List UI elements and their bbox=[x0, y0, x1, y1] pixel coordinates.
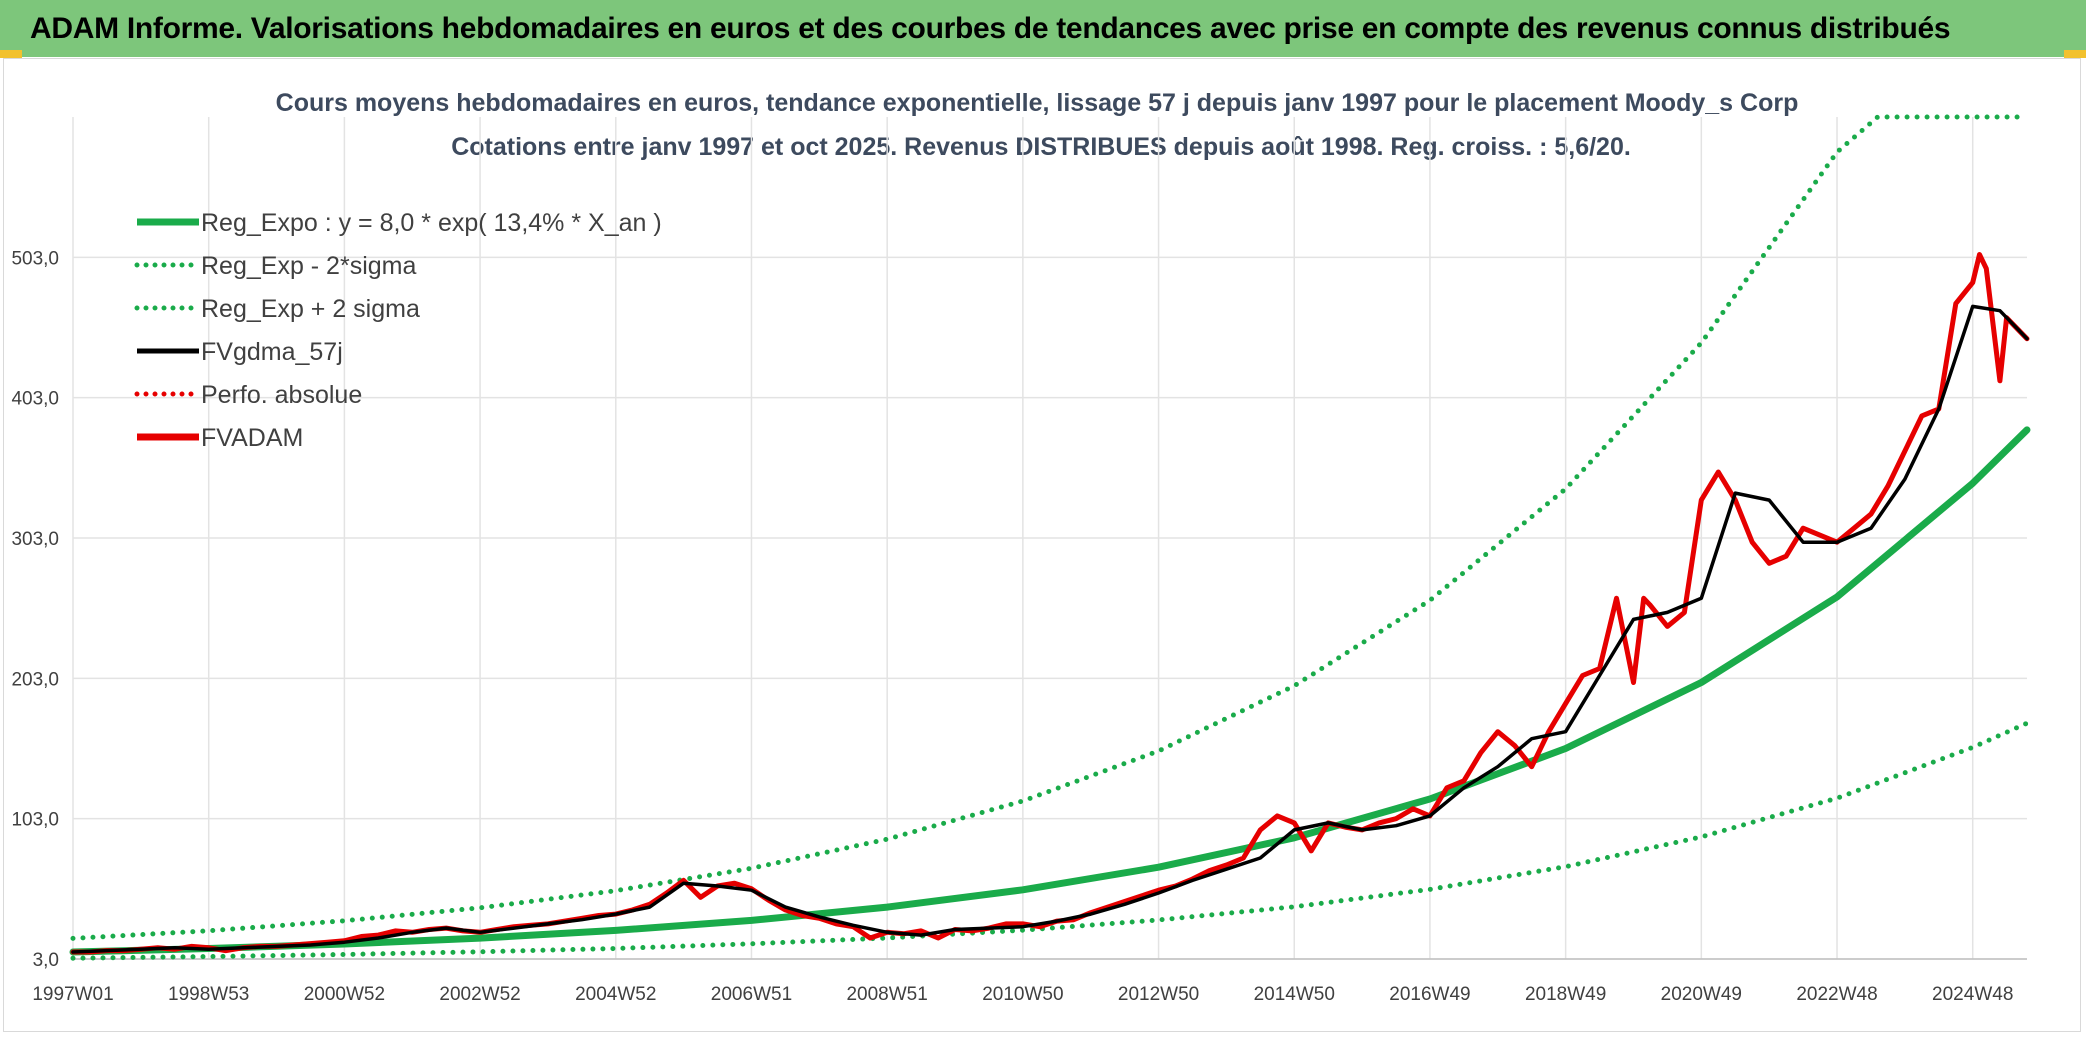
x-tick-label: 1997W01 bbox=[32, 984, 113, 1005]
x-tick-label: 2014W50 bbox=[1254, 984, 1335, 1005]
legend-label: Reg_Exp - 2*sigma bbox=[201, 252, 416, 280]
chart-title: Cours moyens hebdomadaires en euros, ten… bbox=[276, 89, 1799, 117]
x-axis-ticks: 1997W01 1998W53 2000W52 2002W52 2004W52 2006W… bbox=[32, 984, 2013, 1005]
grid bbox=[72, 117, 2027, 960]
x-tick-label: 2024W48 bbox=[1932, 984, 2013, 1005]
x-tick-label: 2022W48 bbox=[1796, 984, 1877, 1005]
series-lines bbox=[69, 114, 2031, 961]
y-axis-ticks: 3,0 103,0 203,0 303,0 403,0 503,0 bbox=[11, 248, 59, 971]
legend-label: Reg_Exp + 2 sigma bbox=[201, 295, 420, 323]
y-tick-label: 103,0 bbox=[11, 810, 59, 831]
series-line bbox=[71, 304, 2029, 954]
x-tick-label: 2010W50 bbox=[982, 984, 1063, 1005]
y-tick-label: 203,0 bbox=[11, 669, 59, 690]
x-tick-label: 2020W49 bbox=[1661, 984, 1742, 1005]
banner-title: ADAM Informe. Valorisations hebdomadaire… bbox=[0, 0, 2086, 57]
y-tick-label: 503,0 bbox=[11, 248, 59, 269]
corner-accent-right bbox=[2064, 50, 2086, 58]
y-tick-label: 3,0 bbox=[33, 950, 59, 971]
series-line bbox=[70, 252, 2030, 955]
legend-label: Perfo. absolue bbox=[201, 381, 362, 409]
y-tick-label: 403,0 bbox=[11, 389, 59, 410]
x-tick-label: 2002W52 bbox=[439, 984, 520, 1005]
legend-label: FVgdma_57j bbox=[201, 338, 343, 366]
legend-label: Reg_Expo : y = 8,0 * exp( 13,4% * X_an ) bbox=[201, 209, 662, 237]
x-tick-label: 2004W52 bbox=[575, 984, 656, 1005]
series-line bbox=[70, 114, 2030, 941]
x-tick-label: 2006W51 bbox=[711, 984, 792, 1005]
x-tick-label: 1998W53 bbox=[168, 984, 249, 1005]
x-tick-label: 2012W50 bbox=[1118, 984, 1199, 1005]
corner-accent-left bbox=[0, 50, 22, 58]
chart-subtitle: Cotations entre janv 1997 et oct 2025. R… bbox=[451, 133, 1631, 161]
series-line bbox=[70, 720, 2030, 961]
series-line bbox=[69, 426, 2031, 956]
legend: Reg_Expo : y = 8,0 * exp( 13,4% * X_an )… bbox=[134, 209, 662, 452]
x-tick-label: 2018W49 bbox=[1525, 984, 1606, 1005]
chart-border bbox=[3, 58, 2081, 1032]
legend-label: FVADAM bbox=[201, 424, 303, 452]
x-tick-label: 2016W49 bbox=[1389, 984, 1470, 1005]
x-tick-label: 2008W51 bbox=[846, 984, 927, 1005]
y-tick-label: 303,0 bbox=[11, 529, 59, 550]
x-tick-label: 2000W52 bbox=[304, 984, 385, 1005]
